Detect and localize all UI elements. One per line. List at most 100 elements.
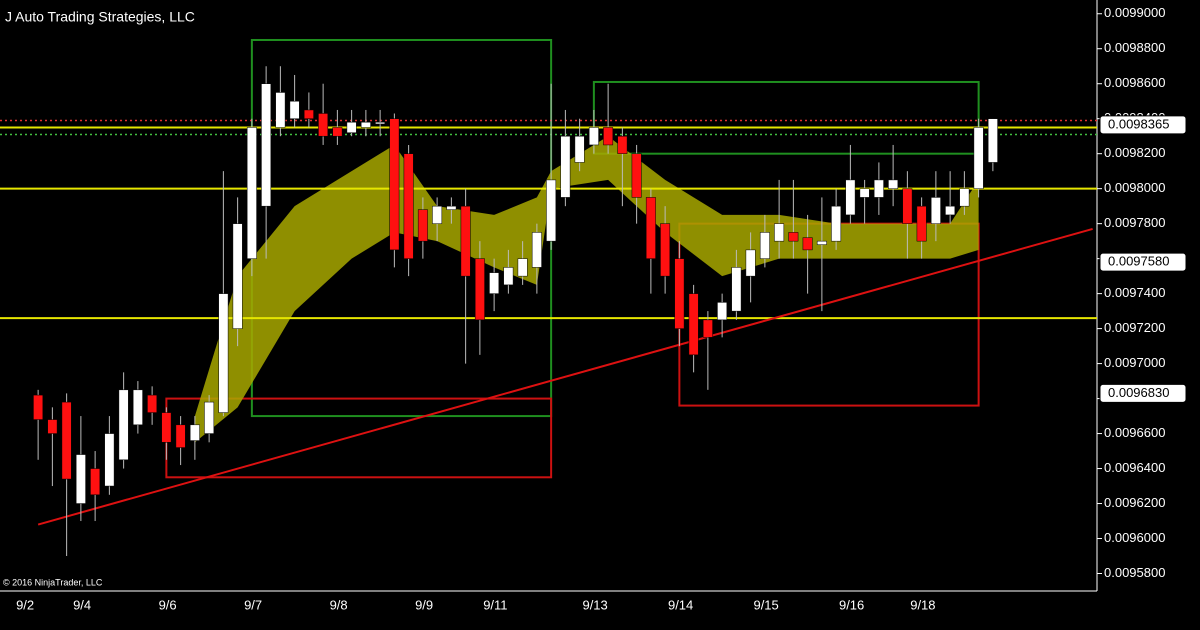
- price-marker: [1099, 252, 1187, 272]
- x-tick-label: 9/13: [582, 597, 607, 612]
- candle-body: [47, 419, 58, 434]
- candle-body: [987, 118, 998, 163]
- trend-line: [37, 227, 1093, 526]
- x-tick-label: 9/2: [16, 597, 34, 612]
- candle-body: [104, 433, 115, 487]
- y-tick-label: 0.0098200: [1104, 145, 1165, 160]
- candle-body: [332, 127, 343, 137]
- candle-body: [802, 237, 813, 251]
- candle-body: [175, 424, 186, 448]
- price-marker-label: 0.0098365: [1108, 116, 1169, 131]
- candle-body: [118, 389, 129, 461]
- candle-body: [888, 179, 899, 189]
- candle-body: [531, 232, 542, 268]
- candle-body: [731, 267, 742, 312]
- y-tick-label: 0.0096600: [1104, 425, 1165, 440]
- candle-body: [959, 188, 970, 207]
- candle-body: [973, 127, 984, 189]
- candle-body: [204, 401, 215, 434]
- x-tick-label: 9/11: [483, 597, 507, 612]
- candle-body: [717, 302, 728, 321]
- candle-body: [360, 121, 371, 128]
- candle-body: [403, 153, 414, 259]
- candle-body: [389, 118, 400, 251]
- x-tick-label: 9/7: [244, 597, 262, 612]
- candle-body: [289, 100, 300, 119]
- candle-body: [759, 232, 770, 259]
- candle-body: [33, 394, 44, 420]
- candle-body: [61, 401, 72, 480]
- y-tick-label: 0.0099000: [1104, 5, 1165, 20]
- candle-body: [816, 240, 827, 245]
- candle-body: [318, 113, 329, 137]
- y-tick-label: 0.0096400: [1104, 460, 1165, 475]
- price-marker-label: 0.0096830: [1108, 385, 1169, 400]
- y-tick-label: 0.0098600: [1104, 75, 1165, 90]
- candle-body: [774, 223, 785, 242]
- candle-body: [873, 179, 884, 198]
- candle-body: [916, 205, 927, 242]
- candle-body: [945, 205, 956, 216]
- candle-body: [303, 109, 314, 119]
- price-marker-label: 0.0097580: [1108, 254, 1169, 269]
- candle-body: [631, 153, 642, 198]
- candle-body: [75, 454, 86, 504]
- candle-body: [660, 223, 671, 277]
- y-tick-label: 0.0097800: [1104, 215, 1165, 230]
- x-tick-label: 9/9: [415, 597, 433, 612]
- y-tick-label: 0.0098000: [1104, 180, 1165, 195]
- candle-body: [346, 121, 357, 133]
- candle-body: [432, 205, 443, 224]
- y-tick-label: 0.0097200: [1104, 320, 1165, 335]
- candle-body: [503, 267, 514, 286]
- x-tick-label: 9/15: [753, 597, 778, 612]
- candle-body: [460, 205, 471, 277]
- candle-body: [218, 293, 229, 413]
- candle-body: [688, 293, 699, 356]
- candle-body: [147, 394, 158, 413]
- candle-body: [603, 127, 614, 146]
- candle-body: [275, 92, 286, 128]
- candle-body: [859, 188, 870, 198]
- copyright: © 2016 NinjaTrader, LLC: [3, 577, 103, 587]
- x-tick-label: 9/18: [910, 597, 935, 612]
- candle-body: [745, 249, 756, 277]
- candle-body: [90, 468, 101, 496]
- y-tick-label: 0.0097000: [1104, 355, 1165, 370]
- candle-body: [588, 127, 599, 146]
- x-tick-label: 9/14: [668, 597, 693, 612]
- candle-body: [546, 179, 557, 242]
- candle-body: [560, 135, 571, 198]
- candle-body: [489, 272, 500, 294]
- y-tick-label: 0.0095800: [1104, 565, 1165, 580]
- candle-body: [232, 223, 243, 329]
- candle-body: [189, 424, 200, 441]
- candle-body: [845, 179, 856, 216]
- candle-body: [246, 127, 257, 259]
- candle-body: [788, 232, 799, 242]
- x-tick-label: 9/8: [330, 597, 348, 612]
- chart-title: J Auto Trading Strategies, LLC: [5, 9, 195, 25]
- candle-body: [261, 83, 272, 207]
- candle-body: [474, 258, 485, 321]
- y-tick-label: 0.0098800: [1104, 40, 1165, 55]
- candle-body: [161, 412, 172, 443]
- candle-body: [417, 209, 428, 242]
- candle-body: [702, 319, 713, 338]
- candle-body: [831, 205, 842, 242]
- y-tick-label: 0.0096000: [1104, 530, 1165, 545]
- x-tick-label: 9/16: [839, 597, 864, 612]
- candle-body: [517, 258, 528, 277]
- candle-body: [617, 135, 628, 154]
- y-tick-label: 0.0097400: [1104, 285, 1165, 300]
- x-tick-label: 9/6: [159, 597, 177, 612]
- candle-body: [902, 188, 913, 224]
- candle-body: [375, 121, 386, 125]
- y-tick-label: 0.0096200: [1104, 495, 1165, 510]
- price-marker: [1099, 383, 1187, 403]
- candle-body: [930, 197, 941, 224]
- candle-body: [132, 389, 143, 426]
- candle-body: [674, 258, 685, 329]
- candle-body: [574, 135, 585, 163]
